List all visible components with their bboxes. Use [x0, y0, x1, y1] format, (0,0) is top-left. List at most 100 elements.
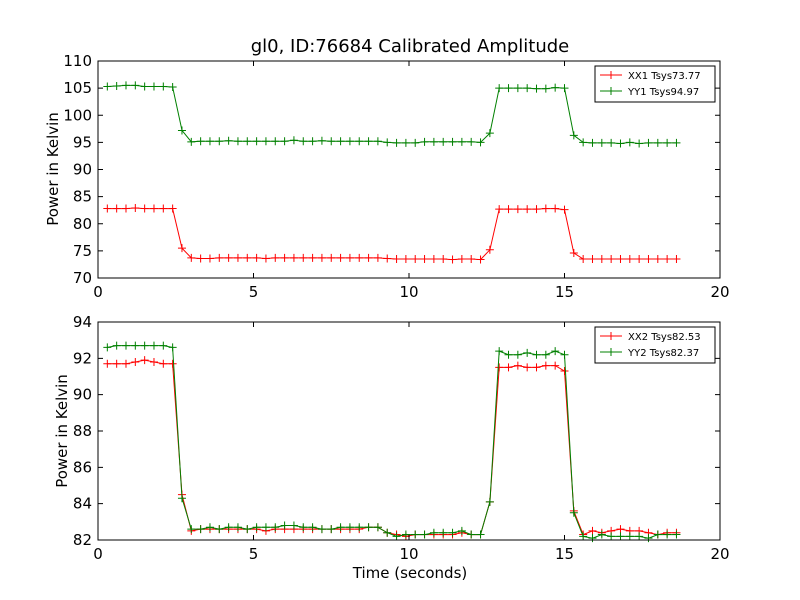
top-series-0-point	[588, 255, 597, 264]
top-y-tick-label: 85	[73, 188, 92, 206]
top-x-tick-label: 5	[249, 283, 259, 301]
top-series-0-point	[140, 204, 149, 213]
bottom-series-0-point	[149, 357, 158, 366]
top-legend-label-1: YY1 Tsys94.97	[627, 87, 699, 98]
bottom-series-0-point	[513, 361, 522, 370]
bottom-x-tick-label: 5	[249, 545, 259, 563]
bottom-legend-label-1: YY2 Tsys82.37	[627, 348, 699, 359]
top-series-1-point	[308, 137, 317, 146]
top-series-0-point	[373, 253, 382, 262]
top-series-0-point	[579, 255, 588, 264]
top-x-tick-label: 20	[710, 283, 729, 301]
top-series-0-point	[467, 255, 476, 264]
bottom-series-1-point	[261, 523, 270, 532]
top-series-1-point	[588, 138, 597, 147]
top-series-1-point	[271, 137, 280, 146]
top-series-0-point	[653, 255, 662, 264]
bottom-series-1-point	[579, 532, 588, 541]
top-series-0-point	[317, 253, 326, 262]
top-series-1-point	[560, 84, 569, 93]
top-series-1-point	[196, 137, 205, 146]
top-series-0-point	[233, 253, 242, 262]
top-series-0-point	[532, 205, 541, 214]
top-series-0-point	[616, 255, 625, 264]
bottom-y-tick-label: 94	[73, 313, 92, 331]
top-chart-title: gl0, ID:76684 Calibrated Amplitude	[251, 36, 570, 57]
top-series-1-point	[317, 136, 326, 145]
top-series-0-point	[252, 253, 261, 262]
top-series-1-point	[541, 84, 550, 93]
top-series-1-point	[131, 81, 140, 90]
bottom-chart-plot-area: 0 5 10 15 20 82 84 86 88 90 92 94 XX2 Tsys82.53 YY2 T…	[73, 313, 730, 563]
top-series-0-point	[523, 205, 532, 214]
bottom-x-tick-label: 15	[555, 545, 574, 563]
top-series-1-point	[149, 82, 158, 91]
top-series-1-point	[485, 129, 494, 138]
top-legend-box	[594, 65, 716, 103]
bottom-series-0-point	[541, 361, 550, 370]
top-series-1-point	[625, 138, 634, 147]
top-series-0-point	[131, 204, 140, 213]
bottom-series-1-point	[149, 341, 158, 350]
top-series-1-point	[345, 137, 354, 146]
top-series-1-point	[532, 84, 541, 93]
bottom-series-0-point	[560, 367, 569, 376]
bottom-series-1-point	[551, 347, 560, 356]
top-series-1-point	[411, 138, 420, 147]
top-series-0-point	[392, 255, 401, 264]
top-series-1-point	[355, 137, 364, 146]
bottom-series-1-point	[411, 530, 420, 539]
top-y-tick-label: 95	[73, 133, 92, 151]
top-series-0-point	[243, 253, 252, 262]
bottom-series-1-point	[644, 534, 653, 543]
bottom-series-1-point	[401, 530, 410, 539]
top-series-1-point	[243, 137, 252, 146]
top-series-1-point	[663, 138, 672, 147]
bottom-series-1-point	[672, 530, 681, 539]
bottom-series-1-point	[196, 525, 205, 534]
top-series-1-point	[280, 137, 289, 146]
top-series-0-point	[541, 204, 550, 213]
top-series-0-point	[345, 253, 354, 262]
top-series-1-point	[140, 82, 149, 91]
top-series-0-point	[495, 205, 504, 214]
bottom-series-1-point	[280, 521, 289, 530]
top-y-tick-label: 105	[63, 79, 92, 97]
bottom-x-tick-label: 20	[710, 545, 729, 563]
bottom-series-0-point	[495, 363, 504, 372]
top-x-tick-label: 15	[555, 283, 574, 301]
bottom-series-1-point	[187, 525, 196, 534]
bottom-series-1-point	[215, 525, 224, 534]
top-series-0-point	[551, 204, 560, 213]
top-series-1-point	[616, 139, 625, 148]
top-y-tick-label: 110	[63, 52, 92, 70]
top-series-1-point	[159, 82, 168, 91]
bottom-chart-panel: Time (seconds) Power in Kelvin 0 5 10 15 20 8…	[53, 313, 730, 582]
bottom-y-tick-label: 84	[73, 495, 92, 513]
bottom-series-1-point	[420, 530, 429, 539]
top-series-1-point	[121, 81, 130, 90]
top-series-1-point	[495, 84, 504, 93]
top-series-1-point	[551, 83, 560, 92]
top-series-1-point	[476, 138, 485, 147]
bottom-legend-marker-0	[607, 332, 615, 340]
bottom-series-1-point	[289, 521, 298, 530]
bottom-y-tick-label: 90	[73, 386, 92, 404]
top-chart-ylabel: Power in Kelvin	[44, 112, 62, 226]
top-series-0-point	[411, 255, 420, 264]
top-series-0-point	[280, 253, 289, 262]
top-series-0-point	[485, 245, 494, 254]
top-series-0-point	[663, 255, 672, 264]
bottom-series-1-point	[177, 494, 186, 503]
top-series-0-point	[401, 255, 410, 264]
bottom-series-1-point	[103, 343, 112, 352]
top-y-tick-label: 75	[73, 242, 92, 260]
bottom-x-tick-label: 0	[93, 545, 103, 563]
bottom-series-0-point	[523, 363, 532, 372]
top-x-tick-label: 0	[93, 283, 103, 301]
top-legend: XX1 Tsys73.77 YY1 Tsys94.97	[594, 65, 716, 103]
bottom-series-1-point	[373, 523, 382, 532]
top-legend-marker-0	[607, 71, 615, 79]
bottom-series-1-point	[159, 341, 168, 350]
